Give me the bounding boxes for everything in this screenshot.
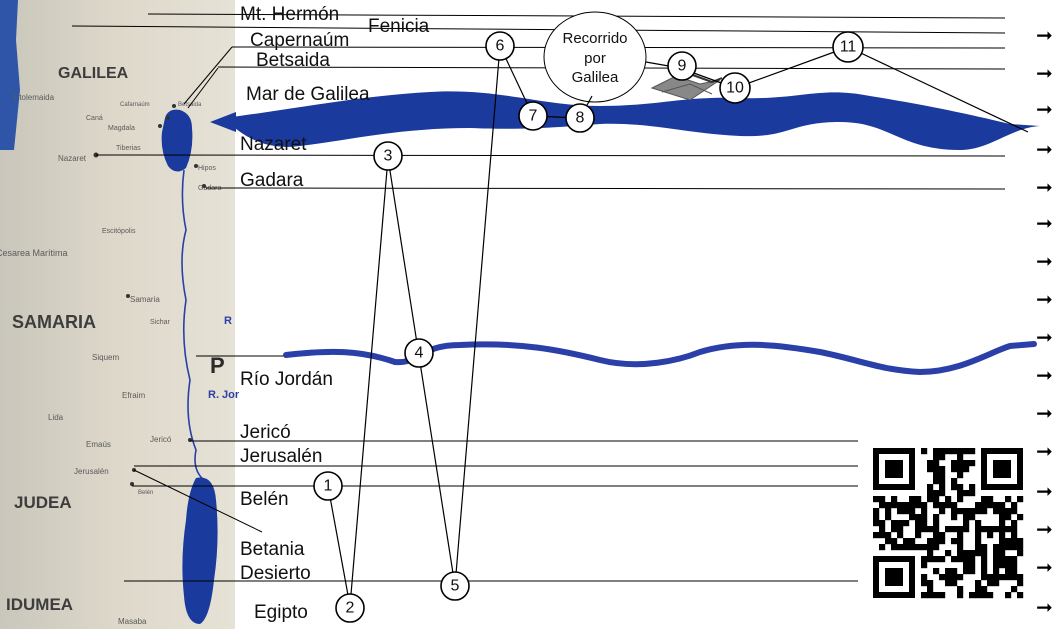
label-belen: Belén xyxy=(240,489,289,510)
map-background xyxy=(0,0,235,629)
arrow-icon: ➞ xyxy=(1036,325,1053,349)
qr-code xyxy=(873,448,1024,599)
region-judea: JUDEA xyxy=(14,493,72,512)
town-label: Sichar xyxy=(150,319,171,326)
journey-path xyxy=(327,45,1029,607)
town-label: Nazaret xyxy=(58,154,87,163)
partial-label: R xyxy=(224,315,232,327)
town-label: Escitópolis xyxy=(102,228,136,235)
stop-markers: 1 2 3 4 5 6 7 8 9 10 11 xyxy=(313,31,864,623)
svg-text:2: 2 xyxy=(346,600,355,617)
recorrido-label: Recorrido por Galilea xyxy=(562,30,627,86)
arrow-icon: ➞ xyxy=(1036,555,1053,579)
region-samaria: SAMARIA xyxy=(12,312,96,332)
label-jerico: Jericó xyxy=(240,422,291,443)
svg-text:Galilea: Galilea xyxy=(572,69,619,86)
arrow-icon: ➞ xyxy=(1036,439,1053,463)
arrow-icon: ➞ xyxy=(1036,23,1053,47)
svg-text:4: 4 xyxy=(415,345,424,362)
label-mt-hermon: Mt. Hermón xyxy=(240,4,339,25)
label-mar-galilea: Mar de Galilea xyxy=(246,84,370,105)
svg-text:5: 5 xyxy=(451,578,460,595)
arrow-icon: ➞ xyxy=(1036,479,1053,503)
stop-4: 4 xyxy=(404,338,434,368)
arrow-icon: ➞ xyxy=(1036,595,1053,619)
label-gadara: Gadara xyxy=(240,170,304,191)
stop-3: 3 xyxy=(373,141,403,171)
partial-label: P xyxy=(210,353,225,378)
region-idumea: IDUMEA xyxy=(6,595,73,614)
arrow-icon: ➞ xyxy=(1036,61,1053,85)
label-nazaret: Nazaret xyxy=(240,134,307,155)
svg-text:7: 7 xyxy=(529,108,538,125)
town-label: Siquem xyxy=(92,353,119,362)
svg-text:11: 11 xyxy=(840,39,857,56)
town-label: Cesarea Marítima xyxy=(0,248,68,258)
town-label: Ptolemaida xyxy=(14,93,55,102)
arrow-icon: ➞ xyxy=(1036,363,1053,387)
recorrido-oval xyxy=(543,11,647,103)
town-label: Emaús xyxy=(86,440,111,449)
town-label: Lida xyxy=(48,413,64,422)
stop-7: 7 xyxy=(518,101,548,131)
stop-1: 1 xyxy=(313,471,343,501)
town-label: Tiberias xyxy=(116,145,141,152)
svg-text:1: 1 xyxy=(324,478,333,495)
stop-11: 11 xyxy=(832,31,864,63)
town-label: Caná xyxy=(86,115,103,122)
arrow-icon: ➞ xyxy=(1036,97,1053,121)
town-label: Hipos xyxy=(198,165,216,172)
svg-text:3: 3 xyxy=(384,148,393,165)
town-label: Magdala xyxy=(108,125,135,132)
svg-text:8: 8 xyxy=(576,110,585,127)
partial-label: R. Jor xyxy=(208,389,240,401)
stop-2: 2 xyxy=(335,593,365,623)
region-galilea: GALILEA xyxy=(58,65,129,82)
svg-text:6: 6 xyxy=(496,38,505,55)
sea-of-galilee-band xyxy=(225,91,1040,150)
town-label: Jericó xyxy=(150,435,172,444)
svg-text:9: 9 xyxy=(678,58,687,75)
arrow-icon: ➞ xyxy=(1036,401,1053,425)
arrow-icon: ➞ xyxy=(1036,137,1053,161)
label-betsaida: Betsaida xyxy=(256,50,330,71)
arrow-icon: ➞ xyxy=(1036,211,1053,235)
arrow-icon: ➞ xyxy=(1036,175,1053,199)
town-label: Efraim xyxy=(122,391,145,400)
town-label: Cafarnaúm xyxy=(120,102,150,108)
stop-10: 10 xyxy=(719,72,751,104)
svg-text:10: 10 xyxy=(726,80,744,97)
town-label: Jerusalén xyxy=(74,467,109,476)
place-labels: Mt. Hermón Fenicia Capernaúm Betsaida Ma… xyxy=(240,4,430,623)
town-label: Belén xyxy=(138,490,153,496)
town-label: Samaria xyxy=(130,295,160,304)
jordan-river-band xyxy=(283,341,1037,376)
arrow-icon: ➞ xyxy=(1036,249,1053,273)
arrow-column: ➞ ➞ ➞ ➞ ➞ ➞ ➞ ➞ ➞ ➞ ➞ ➞ ➞ ➞ ➞ ➞ xyxy=(1036,23,1053,619)
label-betania: Betania xyxy=(240,539,305,560)
arrow-icon: ➞ xyxy=(1036,287,1053,311)
stop-6: 6 xyxy=(485,31,515,61)
label-fenicia: Fenicia xyxy=(368,16,430,37)
svg-text:Recorrido: Recorrido xyxy=(562,30,627,47)
town-label: Masaba xyxy=(118,617,147,626)
mountain-icon xyxy=(650,73,723,101)
svg-text:por: por xyxy=(584,50,606,67)
label-desierto: Desierto xyxy=(240,563,311,584)
stop-8: 8 xyxy=(565,103,595,133)
label-capernaum: Capernaúm xyxy=(250,30,349,51)
stop-5: 5 xyxy=(440,571,470,601)
label-jerusalen: Jerusalén xyxy=(240,446,322,467)
stop-9: 9 xyxy=(667,51,697,81)
label-rio-jordan: Río Jordán xyxy=(240,369,333,390)
map-regions: GALILEA SAMARIA JUDEA IDUMEA xyxy=(6,65,129,614)
label-egipto: Egipto xyxy=(254,602,308,623)
arrow-icon: ➞ xyxy=(1036,517,1053,541)
